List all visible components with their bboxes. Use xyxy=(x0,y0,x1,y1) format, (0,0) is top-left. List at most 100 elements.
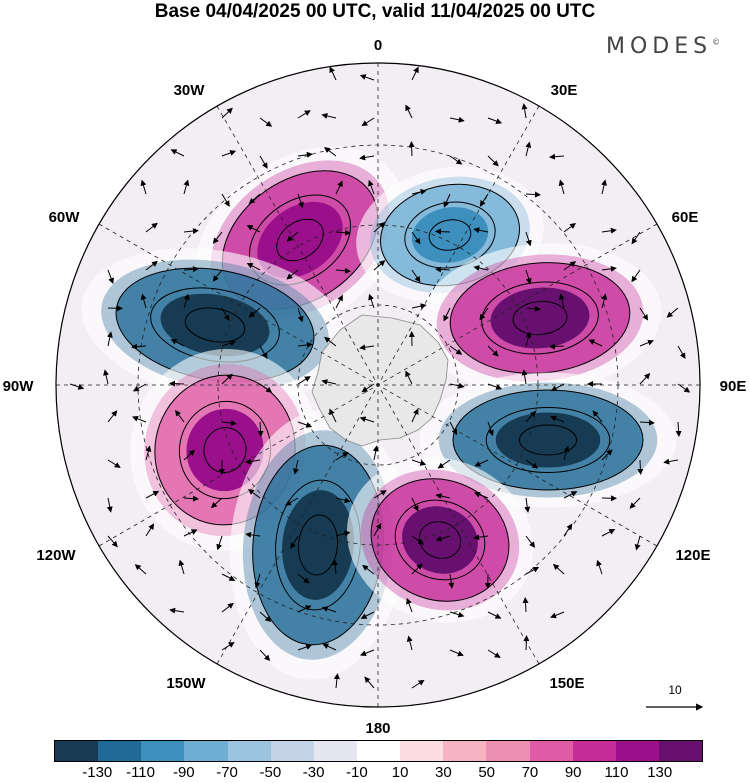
wind-arrow xyxy=(368,293,375,309)
wind-arrow xyxy=(411,269,421,283)
wind-arrow xyxy=(290,535,299,549)
colorbar-swatch xyxy=(658,741,703,761)
wind-arrow xyxy=(332,559,339,575)
wind-arrow xyxy=(131,343,147,350)
wind-arrow xyxy=(588,339,603,347)
wind-arrow xyxy=(411,66,419,81)
wind-arrow xyxy=(629,497,641,509)
wind-arrow xyxy=(259,611,272,622)
colorbar-tick-label: -30 xyxy=(302,764,325,781)
wind-arrow xyxy=(145,523,155,537)
vector-legend-value: 10 xyxy=(668,683,682,697)
wind-arrow xyxy=(549,153,565,160)
wind-arrow xyxy=(107,535,118,548)
wind-arrow xyxy=(360,611,375,619)
wind-arrow xyxy=(411,679,425,689)
label-150w: 150W xyxy=(166,675,206,692)
wind-arrow xyxy=(69,383,85,390)
wind-arrow xyxy=(248,488,261,499)
wind-arrow xyxy=(359,416,375,423)
wind-arrow xyxy=(323,147,337,157)
wind-arrow xyxy=(183,179,190,195)
wind-arrow xyxy=(134,564,147,575)
wind-arrow xyxy=(411,535,425,545)
wind-arrow xyxy=(335,229,351,236)
wind-arrow xyxy=(106,497,113,513)
colorbar-tick-label: 10 xyxy=(391,764,409,781)
wind-arrow xyxy=(677,383,691,393)
wind-arrow xyxy=(361,383,375,393)
wind-arrow xyxy=(634,535,641,551)
wind-arrow xyxy=(335,451,349,461)
wind-arrow xyxy=(212,231,223,244)
wind-arrow xyxy=(359,344,375,351)
brand-mark: © xyxy=(712,37,721,47)
wind-arrow xyxy=(321,113,337,119)
colorbar-swatch xyxy=(313,741,357,761)
wind-arrow xyxy=(435,493,451,500)
anomaly-west-low xyxy=(81,248,349,402)
wind-arrow xyxy=(373,490,387,499)
wind-arrow xyxy=(221,373,233,385)
wind-arrow xyxy=(169,607,185,614)
wind-arrow xyxy=(359,74,375,81)
wind-arrow xyxy=(411,189,427,195)
colorbar-swatch xyxy=(400,741,444,761)
wind-arrow xyxy=(246,263,261,271)
wind-arrow xyxy=(257,421,264,437)
wind-arrow xyxy=(372,445,379,461)
wind-arrow xyxy=(631,269,641,283)
wind-arrow xyxy=(474,491,489,499)
wind-arrow xyxy=(549,343,565,350)
wind-arrow xyxy=(285,497,299,506)
wind-arrow xyxy=(521,103,528,119)
anomaly-east-high xyxy=(418,243,662,393)
wind-arrow xyxy=(335,497,351,504)
wind-arrow xyxy=(487,345,499,357)
colorbar-swatch xyxy=(615,741,659,761)
anomaly-south-low xyxy=(229,410,407,680)
wind-vectors xyxy=(69,66,691,689)
wind-arrow xyxy=(525,231,532,247)
wind-arrow xyxy=(322,643,337,651)
wind-arrow xyxy=(479,193,489,207)
wind-arrow xyxy=(183,529,198,537)
wind-arrow xyxy=(103,369,109,385)
wind-arrow xyxy=(437,459,451,469)
wind-arrow xyxy=(259,117,273,127)
map-disc xyxy=(56,63,700,707)
wind-arrow xyxy=(297,110,311,119)
wind-arrow xyxy=(563,261,577,271)
wind-arrow xyxy=(525,566,540,575)
colorbar-swatch xyxy=(529,741,573,761)
label-150e: 150E xyxy=(549,675,584,692)
wind-arrow xyxy=(639,307,649,321)
wind-arrow xyxy=(558,179,565,195)
wind-arrow xyxy=(405,370,413,385)
wind-arrow xyxy=(221,307,230,322)
wind-arrow xyxy=(107,269,114,285)
colorbar-swatch xyxy=(184,741,228,761)
colorbar-swatch xyxy=(55,741,99,761)
wind-arrow xyxy=(525,535,536,548)
colorbar-tick-label: -70 xyxy=(216,764,238,781)
wind-arrow xyxy=(361,117,375,127)
wind-arrow xyxy=(297,421,313,428)
wind-arrow xyxy=(132,415,147,423)
wind-arrow xyxy=(329,66,337,81)
label-90e: 90E xyxy=(720,378,747,395)
wind-arrow xyxy=(406,597,413,613)
label-60w: 60W xyxy=(49,209,81,226)
wind-arrow xyxy=(335,530,351,537)
colorbar-tick-label: -110 xyxy=(126,764,155,781)
wind-arrow xyxy=(525,410,536,423)
wind-arrow xyxy=(449,611,465,618)
label-120w: 120W xyxy=(36,547,76,564)
wind-arrow xyxy=(245,458,261,465)
wind-arrow xyxy=(487,611,502,619)
wind-arrow xyxy=(297,193,304,209)
wind-arrow xyxy=(474,459,489,467)
wind-arrow xyxy=(297,644,313,651)
wind-arrow xyxy=(293,459,299,475)
